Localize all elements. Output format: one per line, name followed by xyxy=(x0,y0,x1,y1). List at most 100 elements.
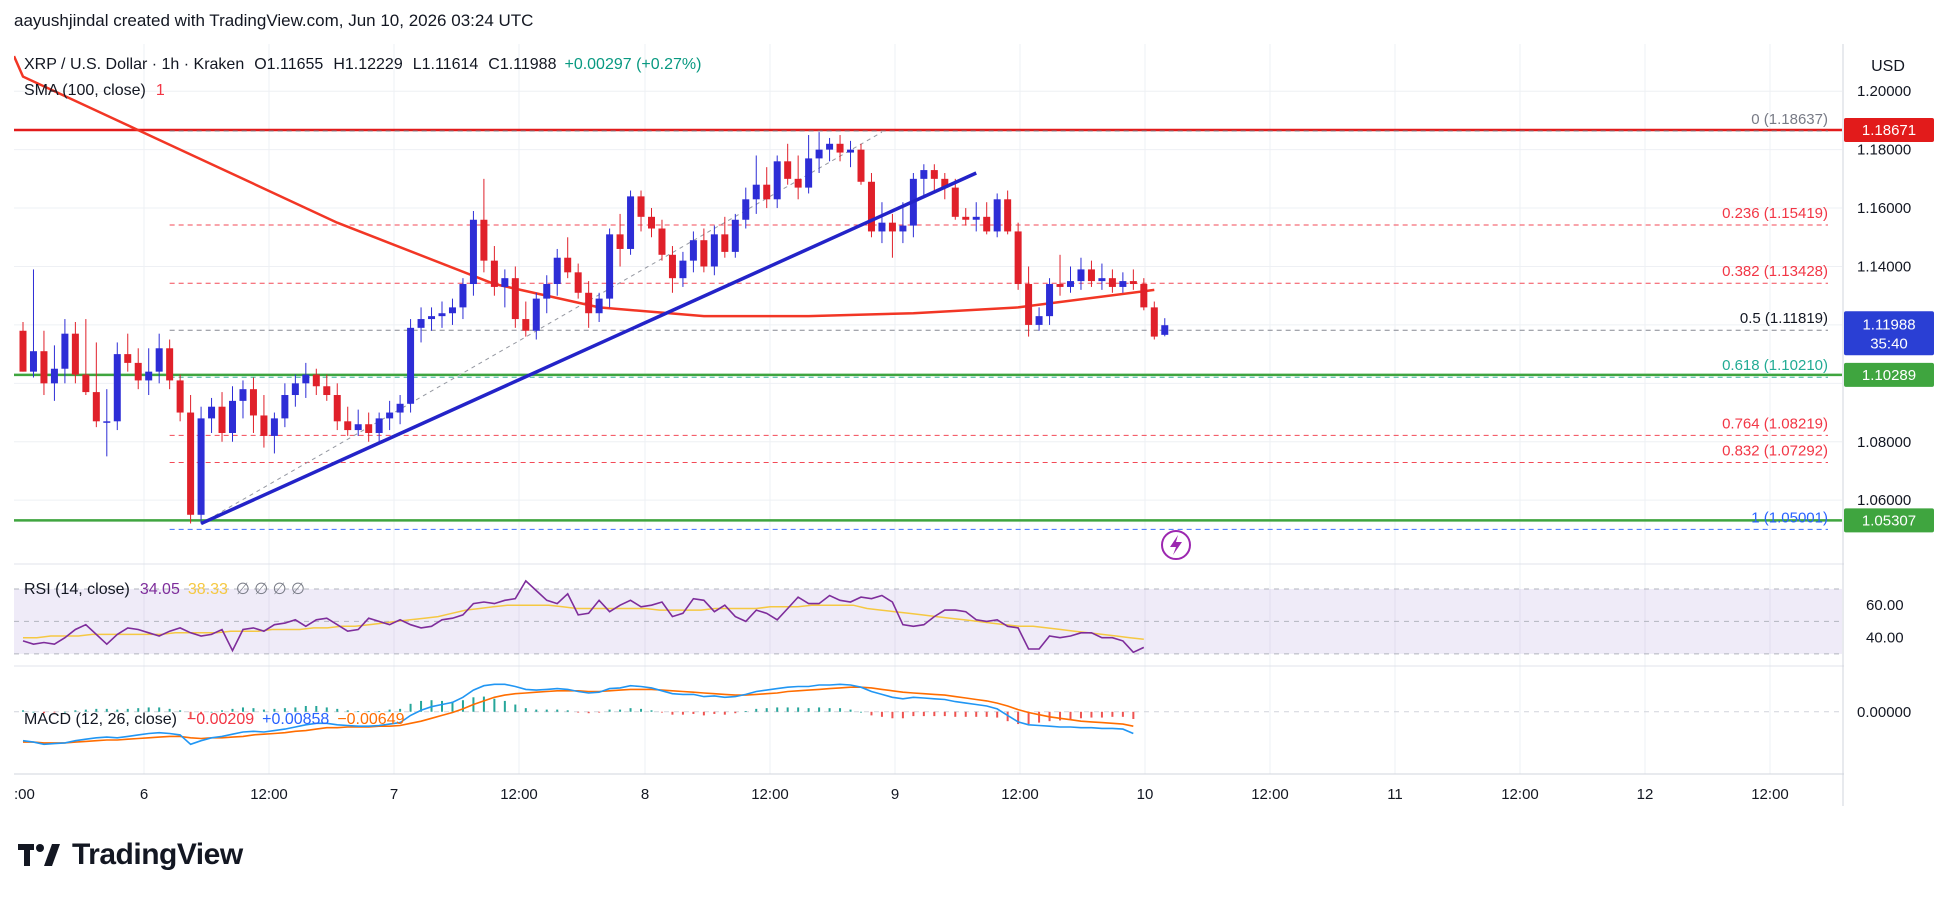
candle-75 xyxy=(805,135,813,194)
rsi-ma-line xyxy=(23,604,1144,641)
macd-hist-bar-34 xyxy=(378,711,381,712)
candle-78 xyxy=(836,135,844,162)
candle-body xyxy=(763,184,771,200)
time-axis-tick-5: 8 xyxy=(641,786,649,803)
candle-body xyxy=(668,254,676,279)
chart-frame[interactable]: 0 (1.18637) 0.236 (1.15419) 0.382 (1.13428… xyxy=(12,44,1934,806)
chart-canvas[interactable]: 0 (1.18637) 0.236 (1.15419) 0.382 (1.13428… xyxy=(12,44,1934,806)
macd-hist-bar-83 xyxy=(891,711,894,719)
candle-0 xyxy=(19,321,27,372)
time-axis-tick-4: 12:00 xyxy=(500,786,538,803)
candle-60 xyxy=(648,208,655,238)
candle-body xyxy=(1025,284,1033,325)
macd-hist-bar-30 xyxy=(336,708,339,712)
candle-body xyxy=(805,158,813,188)
candle-34 xyxy=(375,412,383,442)
candle-109 xyxy=(1161,318,1169,337)
candle-body xyxy=(1087,269,1095,282)
candle-7 xyxy=(92,342,100,428)
macd-hist-bar-36 xyxy=(399,708,402,712)
macd-hist-bar-7 xyxy=(95,708,98,712)
candle-body xyxy=(742,199,750,220)
candle-84 xyxy=(899,202,907,244)
candle-body xyxy=(386,412,394,419)
candle-body xyxy=(312,374,320,387)
macd-line xyxy=(22,683,1134,746)
candle-body xyxy=(721,234,729,252)
candle-93 xyxy=(993,193,1001,238)
candle-73 xyxy=(784,143,792,185)
candle-body xyxy=(983,216,991,232)
candle-106 xyxy=(1129,269,1137,290)
candle-body xyxy=(1046,284,1054,317)
fib-level-label-6: 0.832 (1.07292) xyxy=(1722,442,1828,459)
candle-body xyxy=(1119,281,1127,287)
candle-19 xyxy=(218,392,226,442)
candle-body xyxy=(1140,284,1148,308)
macd-hist-bar-17 xyxy=(200,711,203,714)
candle-body xyxy=(553,257,561,285)
candle-body xyxy=(92,392,100,422)
candle-body xyxy=(71,333,79,375)
candle-body xyxy=(616,234,624,249)
candle-38 xyxy=(417,307,425,343)
macd-hist-bar-84 xyxy=(901,711,904,719)
candle-8 xyxy=(103,389,111,457)
candle-35 xyxy=(386,400,394,431)
macd-hist-bar-27 xyxy=(304,705,307,712)
time-axis-tick-3: 7 xyxy=(390,786,398,803)
candle-43 xyxy=(469,210,477,296)
candle-82 xyxy=(878,202,886,244)
legend-macd-part-3: −0.00649 xyxy=(337,711,404,728)
fib-level-label-0: 0 (1.18637) xyxy=(1751,111,1828,128)
macd-hist-bar-21 xyxy=(241,707,244,712)
candle-58 xyxy=(627,190,635,255)
candle-67 xyxy=(721,216,729,258)
candle-71 xyxy=(763,167,771,209)
tradingview-logo-icon xyxy=(18,844,60,866)
candle-body xyxy=(1098,278,1106,282)
candle-body xyxy=(365,424,373,433)
tradingview-logo[interactable]: TradingView xyxy=(18,838,243,872)
macd-hist-bar-42 xyxy=(461,700,464,712)
macd-hist-bar-3 xyxy=(53,711,56,713)
macd-hist-bar-63 xyxy=(681,711,684,715)
candle-97 xyxy=(1035,307,1043,331)
macd-hist-bar-15 xyxy=(179,710,182,712)
candle-63 xyxy=(679,251,687,287)
macd-hist-bar-35 xyxy=(388,709,391,712)
rsi-axis-tick-1: 40.00 xyxy=(1866,630,1904,647)
macd-hist-bar-8 xyxy=(105,708,108,712)
candle-body xyxy=(208,406,216,419)
macd-hist-bar-2 xyxy=(42,711,45,714)
candle-70 xyxy=(752,155,760,214)
candle-4 xyxy=(61,319,69,384)
legend-symbol: XRP / U.S. Dollar · 1h · Kraken O1.11655 H… xyxy=(24,56,701,73)
legend-rsi-part-3: ∅ ∅ ∅ ∅ xyxy=(236,581,305,598)
candle-body xyxy=(281,395,289,419)
macd-hist-bar-50 xyxy=(545,709,548,712)
macd-hist-bar-5 xyxy=(74,710,77,712)
fib-level-label-7: 1 (1.05001) xyxy=(1751,509,1828,526)
macd-hist-bar-56 xyxy=(608,709,611,712)
candle-body xyxy=(836,143,844,153)
macd-hist-bar-45 xyxy=(493,698,496,712)
macd-axis-tick-0: 0.00000 xyxy=(1857,704,1911,721)
legend-symbol-part-4: C1.11988 xyxy=(488,56,556,73)
macd-hist-bar-37 xyxy=(409,703,412,712)
candle-body xyxy=(1108,278,1116,287)
price-tag-support-1: 1.10289 xyxy=(1862,367,1916,384)
candle-79 xyxy=(847,140,855,168)
candle-10 xyxy=(124,333,132,372)
macd-hist-bar-38 xyxy=(420,700,423,712)
macd-hist-bar-44 xyxy=(482,696,485,712)
candle-44 xyxy=(480,178,488,273)
macd-hist-bar-18 xyxy=(210,711,213,713)
macd-hist-bar-31 xyxy=(346,710,349,712)
candle-body xyxy=(407,327,415,404)
candle-body xyxy=(417,319,425,328)
candle-16 xyxy=(187,395,195,524)
candle-64 xyxy=(689,231,697,273)
candle-33 xyxy=(365,412,373,442)
candle-body xyxy=(1129,281,1137,285)
